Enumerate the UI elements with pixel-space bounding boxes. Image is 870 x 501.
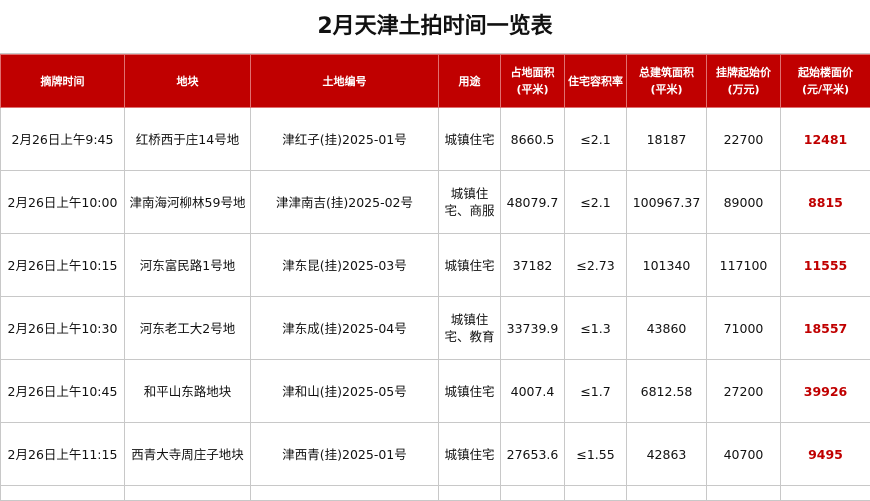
cell-start-price: 71000 xyxy=(707,297,781,360)
cell-far: ≤1.7 xyxy=(565,360,627,423)
header-label: 住宅容积率 xyxy=(567,73,624,90)
header-label: 摘牌时间 xyxy=(3,73,122,90)
cell-plot: 红桥西于庄14号地 xyxy=(125,108,251,171)
empty-cell xyxy=(781,486,870,501)
cell-floor-price: 8815 xyxy=(781,171,870,234)
table-row-partial xyxy=(1,486,870,501)
cell-time: 2月26日上午9:45 xyxy=(1,108,125,171)
cell-floor-price: 39926 xyxy=(781,360,870,423)
cell-plot: 河东富民路1号地 xyxy=(125,234,251,297)
empty-cell xyxy=(565,486,627,501)
cell-area: 8660.5 xyxy=(501,108,565,171)
cell-far: ≤2.1 xyxy=(565,171,627,234)
page-title: 2月天津土拍时间一览表 xyxy=(0,0,870,54)
cell-area: 37182 xyxy=(501,234,565,297)
cell-far: ≤2.1 xyxy=(565,108,627,171)
cell-code: 津西青(挂)2025-01号 xyxy=(251,423,439,486)
empty-cell xyxy=(707,486,781,501)
cell-gfa: 18187 xyxy=(627,108,707,171)
cell-code: 津津南吉(挂)2025-02号 xyxy=(251,171,439,234)
cell-gfa: 101340 xyxy=(627,234,707,297)
cell-time: 2月26日上午10:30 xyxy=(1,297,125,360)
cell-time: 2月26日上午11:15 xyxy=(1,423,125,486)
cell-time: 2月26日上午10:00 xyxy=(1,171,125,234)
cell-start-price: 117100 xyxy=(707,234,781,297)
cell-code: 津东成(挂)2025-04号 xyxy=(251,297,439,360)
cell-plot: 西青大寺周庄子地块 xyxy=(125,423,251,486)
cell-use: 城镇住宅 xyxy=(439,234,501,297)
empty-cell xyxy=(1,486,125,501)
cell-area: 48079.7 xyxy=(501,171,565,234)
cell-start-price: 40700 xyxy=(707,423,781,486)
cell-use: 城镇住宅、教育 xyxy=(439,297,501,360)
cell-start-price: 27200 xyxy=(707,360,781,423)
cell-plot: 河东老工大2号地 xyxy=(125,297,251,360)
header-plot: 地块 xyxy=(125,55,251,108)
header-code: 土地编号 xyxy=(251,55,439,108)
empty-cell xyxy=(501,486,565,501)
header-area: 占地面积(平米) xyxy=(501,55,565,108)
cell-use: 城镇住宅 xyxy=(439,108,501,171)
table-header-row: 摘牌时间地块土地编号用途占地面积(平米)住宅容积率总建筑面积(平米)挂牌起始价(… xyxy=(1,55,870,108)
header-unit: (平米) xyxy=(503,81,562,98)
cell-far: ≤2.73 xyxy=(565,234,627,297)
empty-cell xyxy=(251,486,439,501)
header-label: 起始楼面价 xyxy=(783,64,868,81)
header-label: 挂牌起始价 xyxy=(709,64,778,81)
cell-code: 津东昆(挂)2025-03号 xyxy=(251,234,439,297)
header-far: 住宅容积率 xyxy=(565,55,627,108)
header-label: 地块 xyxy=(127,73,248,90)
header-time: 摘牌时间 xyxy=(1,55,125,108)
cell-start-price: 22700 xyxy=(707,108,781,171)
cell-time: 2月26日上午10:15 xyxy=(1,234,125,297)
header-label: 总建筑面积 xyxy=(629,64,704,81)
header-label: 土地编号 xyxy=(253,73,436,90)
header-gfa: 总建筑面积(平米) xyxy=(627,55,707,108)
empty-cell xyxy=(439,486,501,501)
cell-plot: 津南海河柳林59号地 xyxy=(125,171,251,234)
cell-code: 津和山(挂)2025-05号 xyxy=(251,360,439,423)
header-label: 用途 xyxy=(441,73,498,90)
cell-area: 27653.6 xyxy=(501,423,565,486)
cell-floor-price: 18557 xyxy=(781,297,870,360)
header-unit: (平米) xyxy=(629,81,704,98)
header-unit: (元/平米) xyxy=(783,81,868,98)
header-unit: (万元) xyxy=(709,81,778,98)
cell-floor-price: 12481 xyxy=(781,108,870,171)
header-floor-price: 起始楼面价(元/平米) xyxy=(781,55,870,108)
cell-gfa: 6812.58 xyxy=(627,360,707,423)
empty-cell xyxy=(627,486,707,501)
cell-use: 城镇住宅 xyxy=(439,423,501,486)
cell-use: 城镇住宅 xyxy=(439,360,501,423)
cell-gfa: 100967.37 xyxy=(627,171,707,234)
header-use: 用途 xyxy=(439,55,501,108)
cell-floor-price: 11555 xyxy=(781,234,870,297)
cell-time: 2月26日上午10:45 xyxy=(1,360,125,423)
auction-table: 摘牌时间地块土地编号用途占地面积(平米)住宅容积率总建筑面积(平米)挂牌起始价(… xyxy=(0,54,870,501)
header-start-price: 挂牌起始价(万元) xyxy=(707,55,781,108)
cell-far: ≤1.3 xyxy=(565,297,627,360)
cell-start-price: 89000 xyxy=(707,171,781,234)
cell-area: 4007.4 xyxy=(501,360,565,423)
cell-area: 33739.9 xyxy=(501,297,565,360)
empty-cell xyxy=(125,486,251,501)
cell-use: 城镇住宅、商服 xyxy=(439,171,501,234)
cell-floor-price: 9495 xyxy=(781,423,870,486)
cell-code: 津红子(挂)2025-01号 xyxy=(251,108,439,171)
header-label: 占地面积 xyxy=(503,64,562,81)
cell-gfa: 42863 xyxy=(627,423,707,486)
cell-gfa: 43860 xyxy=(627,297,707,360)
cell-far: ≤1.55 xyxy=(565,423,627,486)
cell-plot: 和平山东路地块 xyxy=(125,360,251,423)
